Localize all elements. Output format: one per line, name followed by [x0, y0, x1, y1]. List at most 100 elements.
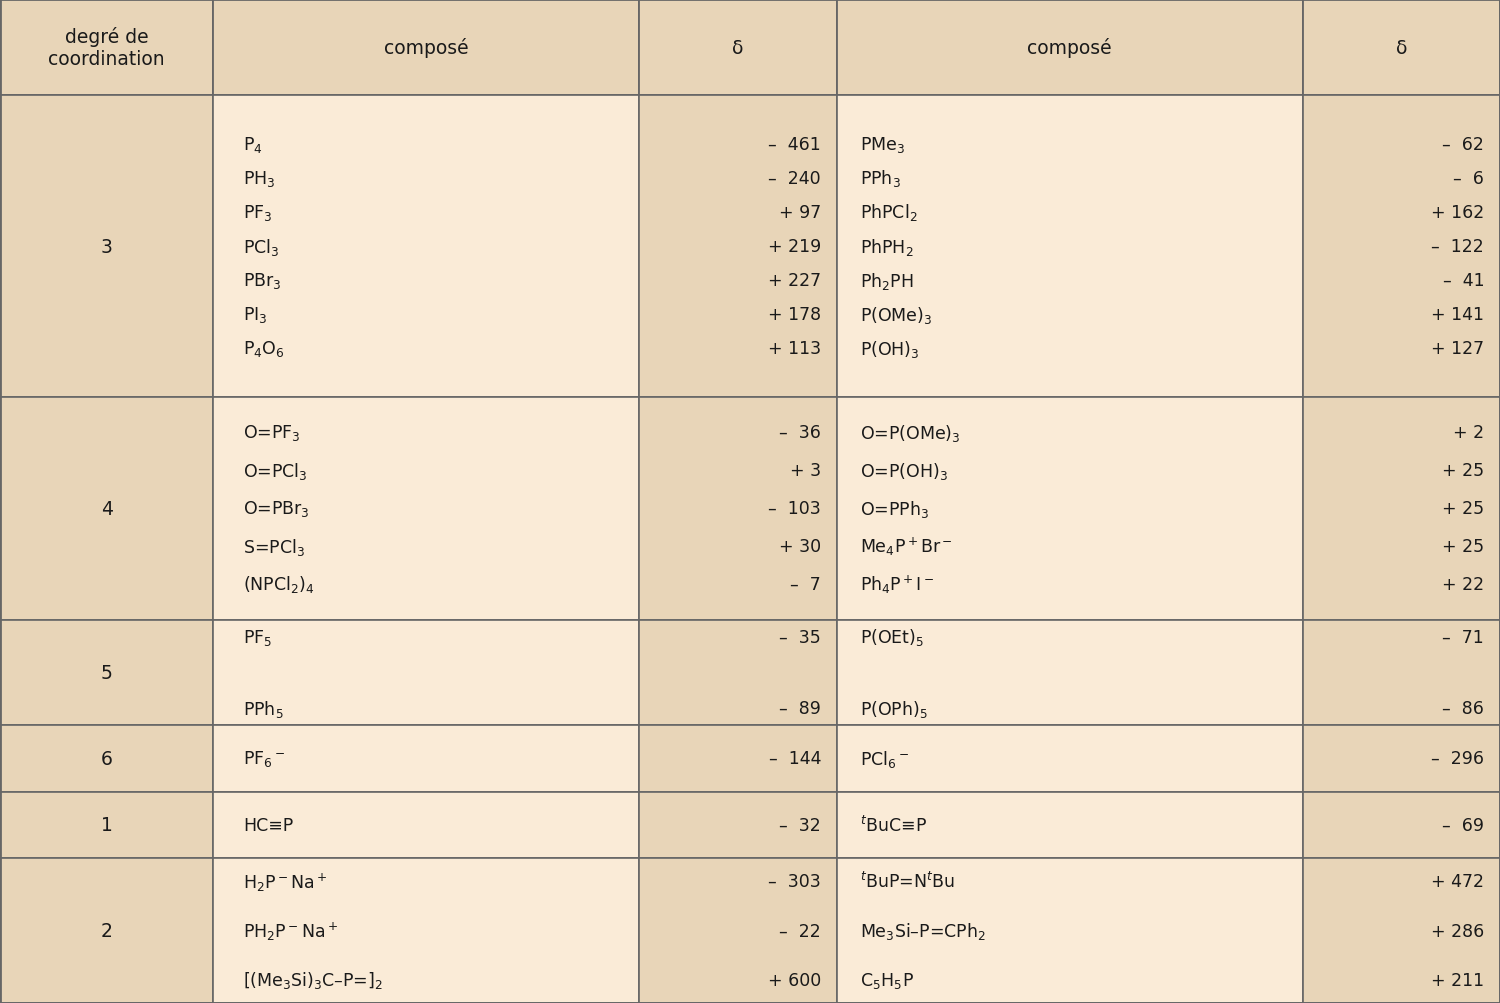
Text: 6: 6: [100, 749, 112, 768]
Text: + 113: + 113: [768, 340, 820, 358]
Text: + 25: + 25: [1442, 499, 1484, 518]
Text: –  69: – 69: [1442, 816, 1484, 834]
Bar: [837, 620, 1302, 725]
Text: –  89: – 89: [778, 700, 820, 717]
Bar: [837, 96, 1302, 397]
Text: O=P(OMe)$_3$: O=P(OMe)$_3$: [859, 422, 960, 443]
Text: composé: composé: [384, 38, 468, 58]
Text: + 22: + 22: [1442, 576, 1484, 594]
Text: –  296: – 296: [1431, 750, 1484, 767]
Text: PPh$_5$: PPh$_5$: [243, 698, 284, 719]
Bar: [1302, 792, 1500, 859]
Text: + 25: + 25: [1442, 461, 1484, 479]
Bar: [837, 792, 1302, 859]
Text: + 2: + 2: [1454, 424, 1484, 442]
Bar: [213, 0, 639, 96]
Text: + 141: + 141: [1431, 306, 1484, 324]
Text: + 178: + 178: [768, 306, 820, 324]
Text: –  35: – 35: [780, 628, 820, 646]
Text: + 211: + 211: [1431, 971, 1484, 989]
Text: 2: 2: [100, 921, 112, 940]
Text: PCl$_3$: PCl$_3$: [243, 237, 279, 257]
Text: + 97: + 97: [778, 204, 820, 222]
Bar: [639, 859, 837, 1003]
Text: –  22: – 22: [780, 922, 820, 940]
Text: PF$_3$: PF$_3$: [243, 203, 273, 223]
Text: PI$_3$: PI$_3$: [243, 305, 267, 325]
Text: 3: 3: [100, 238, 112, 256]
Text: –  36: – 36: [778, 424, 820, 442]
Text: Me$_4$P$^+$Br$^-$: Me$_4$P$^+$Br$^-$: [859, 536, 952, 558]
Text: 1: 1: [100, 815, 112, 834]
Bar: [1302, 620, 1500, 725]
Text: P(OH)$_3$: P(OH)$_3$: [859, 339, 920, 359]
Bar: [0, 725, 213, 792]
Text: –  103: – 103: [768, 499, 820, 518]
Text: PhPCl$_2$: PhPCl$_2$: [859, 203, 918, 223]
Text: Me$_3$Si–P=CPh$_2$: Me$_3$Si–P=CPh$_2$: [859, 920, 986, 941]
Text: PPh$_3$: PPh$_3$: [859, 169, 901, 189]
Text: + 472: + 472: [1431, 873, 1484, 891]
Bar: [837, 859, 1302, 1003]
Text: P$_4$O$_6$: P$_4$O$_6$: [243, 339, 285, 359]
Text: –  32: – 32: [780, 816, 820, 834]
Text: –  303: – 303: [768, 873, 820, 891]
Text: –  71: – 71: [1443, 628, 1484, 646]
Text: S=PCl$_3$: S=PCl$_3$: [243, 536, 304, 557]
Text: O=PPh$_3$: O=PPh$_3$: [859, 498, 930, 520]
Bar: [837, 0, 1302, 96]
Text: degré de
coordination: degré de coordination: [48, 27, 165, 69]
Text: O=PCl$_3$: O=PCl$_3$: [243, 460, 308, 481]
Text: + 127: + 127: [1431, 340, 1484, 358]
Text: P$_4$: P$_4$: [243, 134, 262, 154]
Text: O=P(OH)$_3$: O=P(OH)$_3$: [859, 460, 948, 481]
Text: O=PF$_3$: O=PF$_3$: [243, 423, 300, 443]
Text: PBr$_3$: PBr$_3$: [243, 271, 282, 291]
Text: PCl$_6$$^-$: PCl$_6$$^-$: [859, 748, 909, 769]
Text: –  122: – 122: [1431, 238, 1484, 256]
Text: –  240: – 240: [768, 170, 820, 188]
Bar: [0, 792, 213, 859]
Bar: [0, 397, 213, 620]
Text: –  62: – 62: [1443, 135, 1484, 153]
Bar: [213, 725, 639, 792]
Text: Ph$_4$P$^+$I$^-$: Ph$_4$P$^+$I$^-$: [859, 573, 934, 596]
Text: PH$_2$P$^-$Na$^+$: PH$_2$P$^-$Na$^+$: [243, 920, 338, 942]
Bar: [837, 397, 1302, 620]
Bar: [639, 620, 837, 725]
Bar: [213, 859, 639, 1003]
Text: HC≡P: HC≡P: [243, 816, 294, 834]
Text: $^t$BuC≡P: $^t$BuC≡P: [859, 815, 927, 835]
Text: + 227: + 227: [768, 272, 820, 290]
Text: + 600: + 600: [768, 971, 820, 989]
Bar: [213, 792, 639, 859]
Text: –  41: – 41: [1443, 272, 1484, 290]
Bar: [639, 397, 837, 620]
Bar: [639, 96, 837, 397]
Text: + 30: + 30: [778, 538, 820, 556]
Text: O=PBr$_3$: O=PBr$_3$: [243, 498, 309, 519]
Text: –  6: – 6: [1454, 170, 1484, 188]
Text: P(OPh)$_5$: P(OPh)$_5$: [859, 698, 928, 719]
Bar: [639, 0, 837, 96]
Text: PH$_3$: PH$_3$: [243, 169, 276, 189]
Text: δ: δ: [732, 39, 744, 57]
Bar: [1302, 0, 1500, 96]
Text: δ: δ: [1395, 39, 1407, 57]
Bar: [1302, 859, 1500, 1003]
Bar: [639, 792, 837, 859]
Text: PF$_5$: PF$_5$: [243, 627, 272, 647]
Text: + 219: + 219: [768, 238, 820, 256]
Text: PhPH$_2$: PhPH$_2$: [859, 237, 913, 257]
Text: Ph$_2$PH: Ph$_2$PH: [859, 271, 913, 291]
Bar: [213, 620, 639, 725]
Bar: [0, 620, 213, 725]
Text: + 286: + 286: [1431, 922, 1484, 940]
Bar: [0, 859, 213, 1003]
Text: $^t$BuP=N$^t$Bu: $^t$BuP=N$^t$Bu: [859, 872, 956, 892]
Bar: [213, 96, 639, 397]
Text: –  461: – 461: [768, 135, 820, 153]
Bar: [0, 0, 213, 96]
Text: –  7: – 7: [790, 576, 820, 594]
Text: 4: 4: [100, 499, 112, 519]
